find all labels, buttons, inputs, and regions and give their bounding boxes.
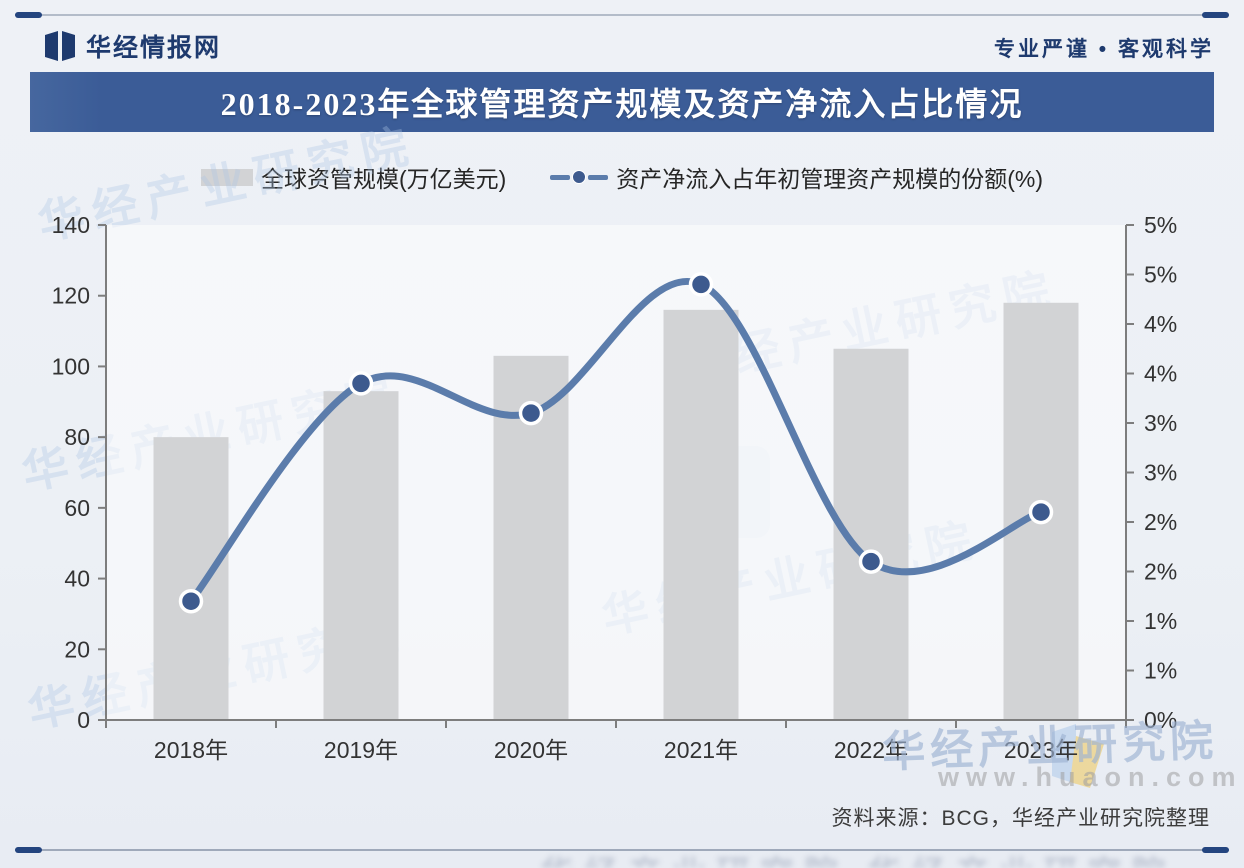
- top-rule-left-dash: [15, 12, 42, 18]
- right-axis-label: 2%: [1144, 559, 1177, 585]
- bar-2019年: [323, 391, 399, 720]
- bar-2021年: [663, 309, 739, 720]
- x-axis-label: 2018年: [154, 737, 228, 763]
- right-axis-label: 5%: [1144, 262, 1177, 288]
- right-axis-label: 1%: [1144, 658, 1177, 684]
- right-axis-label: 3%: [1144, 460, 1177, 486]
- data-point-2023年: [1028, 499, 1054, 525]
- bottom-rule-right-dash: [1202, 847, 1229, 853]
- brand: 华经情报网: [44, 28, 221, 64]
- top-rule-right-dash: [1202, 12, 1229, 18]
- line-legend-swatch: [550, 170, 609, 184]
- data-point-2022年: [858, 549, 884, 574]
- left-axis-label: 60: [64, 495, 90, 521]
- left-axis-label: 80: [64, 424, 90, 450]
- header-slogan: 专业严谨 • 客观科学: [993, 38, 1214, 61]
- bar-legend-label: 全球资管规模(万亿美元): [260, 166, 507, 192]
- data-point-2020年: [518, 400, 544, 426]
- legend-item-bar: 全球资管规模(万亿美元): [200, 160, 507, 194]
- plot-area: [106, 225, 1126, 720]
- right-axis-label: 0%: [1144, 707, 1177, 733]
- chart-title: 2018-2023年全球管理资产规模及资产净流入占比情况: [220, 86, 1024, 122]
- data-source-note: 资料来源：BCG，华经产业研究院整理: [831, 807, 1210, 830]
- x-axis-label: 2020年: [494, 737, 568, 763]
- right-axis-label: 1%: [1144, 608, 1177, 634]
- left-axis-label: 100: [52, 353, 90, 379]
- open-book-logo-icon: [45, 31, 75, 61]
- line-legend-dot-icon: [572, 170, 587, 184]
- x-axis-label: 2022年: [834, 737, 908, 763]
- right-axis-label: 5%: [1144, 212, 1177, 238]
- x-axis-label: 2019年: [324, 737, 398, 763]
- left-axis-label: 20: [64, 636, 90, 662]
- bottom-rule-left-dash: [15, 847, 42, 853]
- brand-name: 华经情报网: [86, 34, 222, 62]
- data-point-2021年: [688, 272, 714, 297]
- top-rule: [15, 14, 1229, 16]
- x-axis-label: 2021年: [664, 737, 738, 763]
- right-axis-label: 3%: [1144, 410, 1177, 436]
- legend-item-line: 资产净流入占年初管理资产规模的份额(%): [550, 160, 1043, 194]
- right-axis-label: 2%: [1144, 509, 1177, 535]
- right-axis-label: 4%: [1144, 361, 1177, 387]
- x-axis-label: 2023年: [1004, 737, 1078, 763]
- right-axis-label: 4%: [1144, 311, 1177, 337]
- bar-legend-swatch: [200, 168, 253, 186]
- left-axis-label: 140: [52, 212, 90, 238]
- title-banner: 2018-2023年全球管理资产规模及资产净流入占比情况: [30, 72, 1214, 132]
- left-axis-label: 0: [77, 707, 90, 733]
- bottom-rule: [15, 849, 1229, 851]
- chart-legend: 全球资管规模(万亿美元) 资产净流入占年初管理资产规模的份额(%): [0, 156, 1244, 198]
- line-legend-label: 资产净流入占年初管理资产规模的份额(%): [616, 166, 1044, 192]
- left-axis-label: 40: [64, 566, 90, 592]
- left-axis-label: 120: [52, 283, 90, 309]
- bar-2018年: [153, 437, 229, 720]
- data-point-2019年: [348, 371, 374, 396]
- data-point-2018年: [178, 588, 204, 614]
